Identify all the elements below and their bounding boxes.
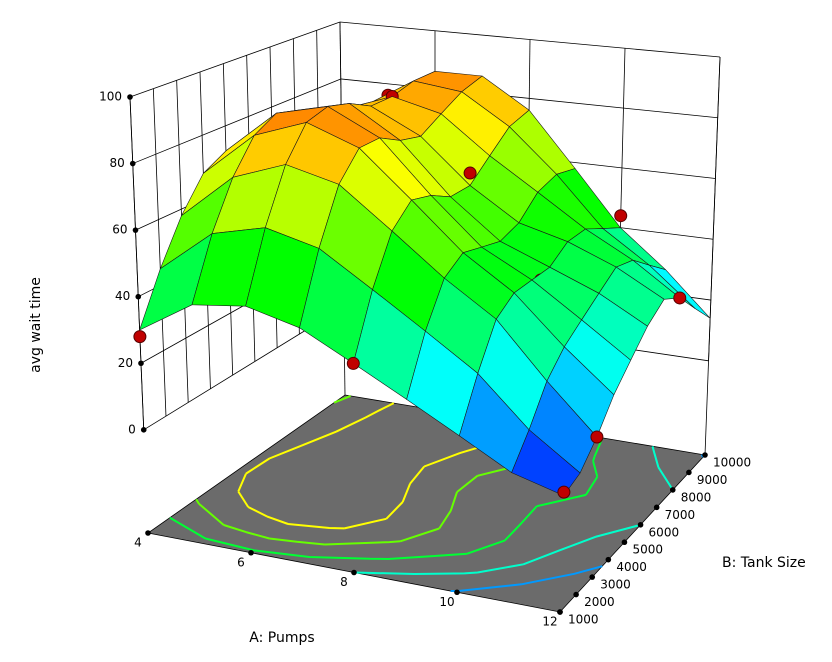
y-tick-label: 6000 — [649, 525, 680, 539]
x-tick-mark — [454, 589, 460, 596]
y-tick-label: 2000 — [584, 595, 615, 609]
z-tick-mark — [140, 427, 147, 433]
y-tick-mark — [669, 487, 676, 493]
x-tick-label: 8 — [340, 575, 348, 589]
y-tick-label: 1000 — [568, 613, 599, 627]
design-point — [614, 209, 628, 223]
y-tick-mark — [573, 591, 579, 598]
y-tick-mark — [589, 574, 596, 580]
x-tick-label: 12 — [542, 615, 557, 629]
y-tick-label: 8000 — [681, 490, 712, 504]
y-tick-label: 9000 — [697, 473, 728, 487]
z-tick-mark — [135, 293, 142, 300]
surface-cell — [511, 429, 581, 496]
design-point — [133, 330, 147, 344]
y-tick-mark — [605, 556, 612, 563]
y-tick-mark — [702, 452, 708, 458]
z-tick-label: 80 — [109, 156, 124, 170]
y-tick-label: 4000 — [616, 560, 647, 574]
grid-line — [152, 88, 167, 417]
design-point — [463, 166, 477, 180]
design-point — [673, 291, 687, 305]
y-tick-mark — [686, 469, 692, 476]
z-tick-mark — [127, 94, 133, 100]
z-tick-label: 100 — [99, 90, 122, 104]
y-axis-title: B: Tank Size — [722, 555, 806, 571]
y-tick-mark — [653, 504, 660, 511]
contour-line — [353, 446, 674, 575]
z-tick-label: 0 — [128, 422, 136, 436]
y-tick-label: 3000 — [600, 578, 631, 592]
x-tick-label: 6 — [237, 555, 245, 569]
design-point — [557, 485, 571, 499]
contour-line — [169, 437, 604, 560]
y-tick-label: 5000 — [632, 543, 663, 557]
box-edge — [704, 56, 721, 456]
grid-line — [129, 21, 341, 98]
x-axis-title: A: Pumps — [249, 630, 314, 646]
x-tick-label: 4 — [134, 536, 142, 550]
z-axis — [129, 96, 145, 430]
z-axis-title: avg wait time — [28, 277, 44, 373]
design-point — [346, 356, 360, 370]
z-tick-mark — [129, 160, 136, 167]
y-tick-mark — [557, 609, 563, 615]
y-tick-label: 7000 — [665, 508, 696, 522]
x-tick-mark — [145, 530, 151, 536]
z-tick-label: 40 — [115, 289, 130, 303]
y-tick-mark — [637, 521, 644, 528]
z-tick-mark — [132, 227, 139, 233]
x-tick-mark — [248, 549, 254, 556]
grid-line — [132, 78, 341, 164]
z-tick-label: 20 — [118, 356, 133, 370]
x-tick-label: 10 — [439, 595, 454, 609]
y-tick-label: 10000 — [713, 456, 751, 470]
surface — [133, 71, 711, 499]
y-tick-mark — [621, 539, 628, 546]
design-point — [590, 430, 604, 444]
z-tick-mark — [138, 360, 144, 367]
z-tick-label: 60 — [112, 223, 127, 237]
contour-line — [450, 454, 704, 592]
x-tick-mark — [351, 569, 357, 576]
